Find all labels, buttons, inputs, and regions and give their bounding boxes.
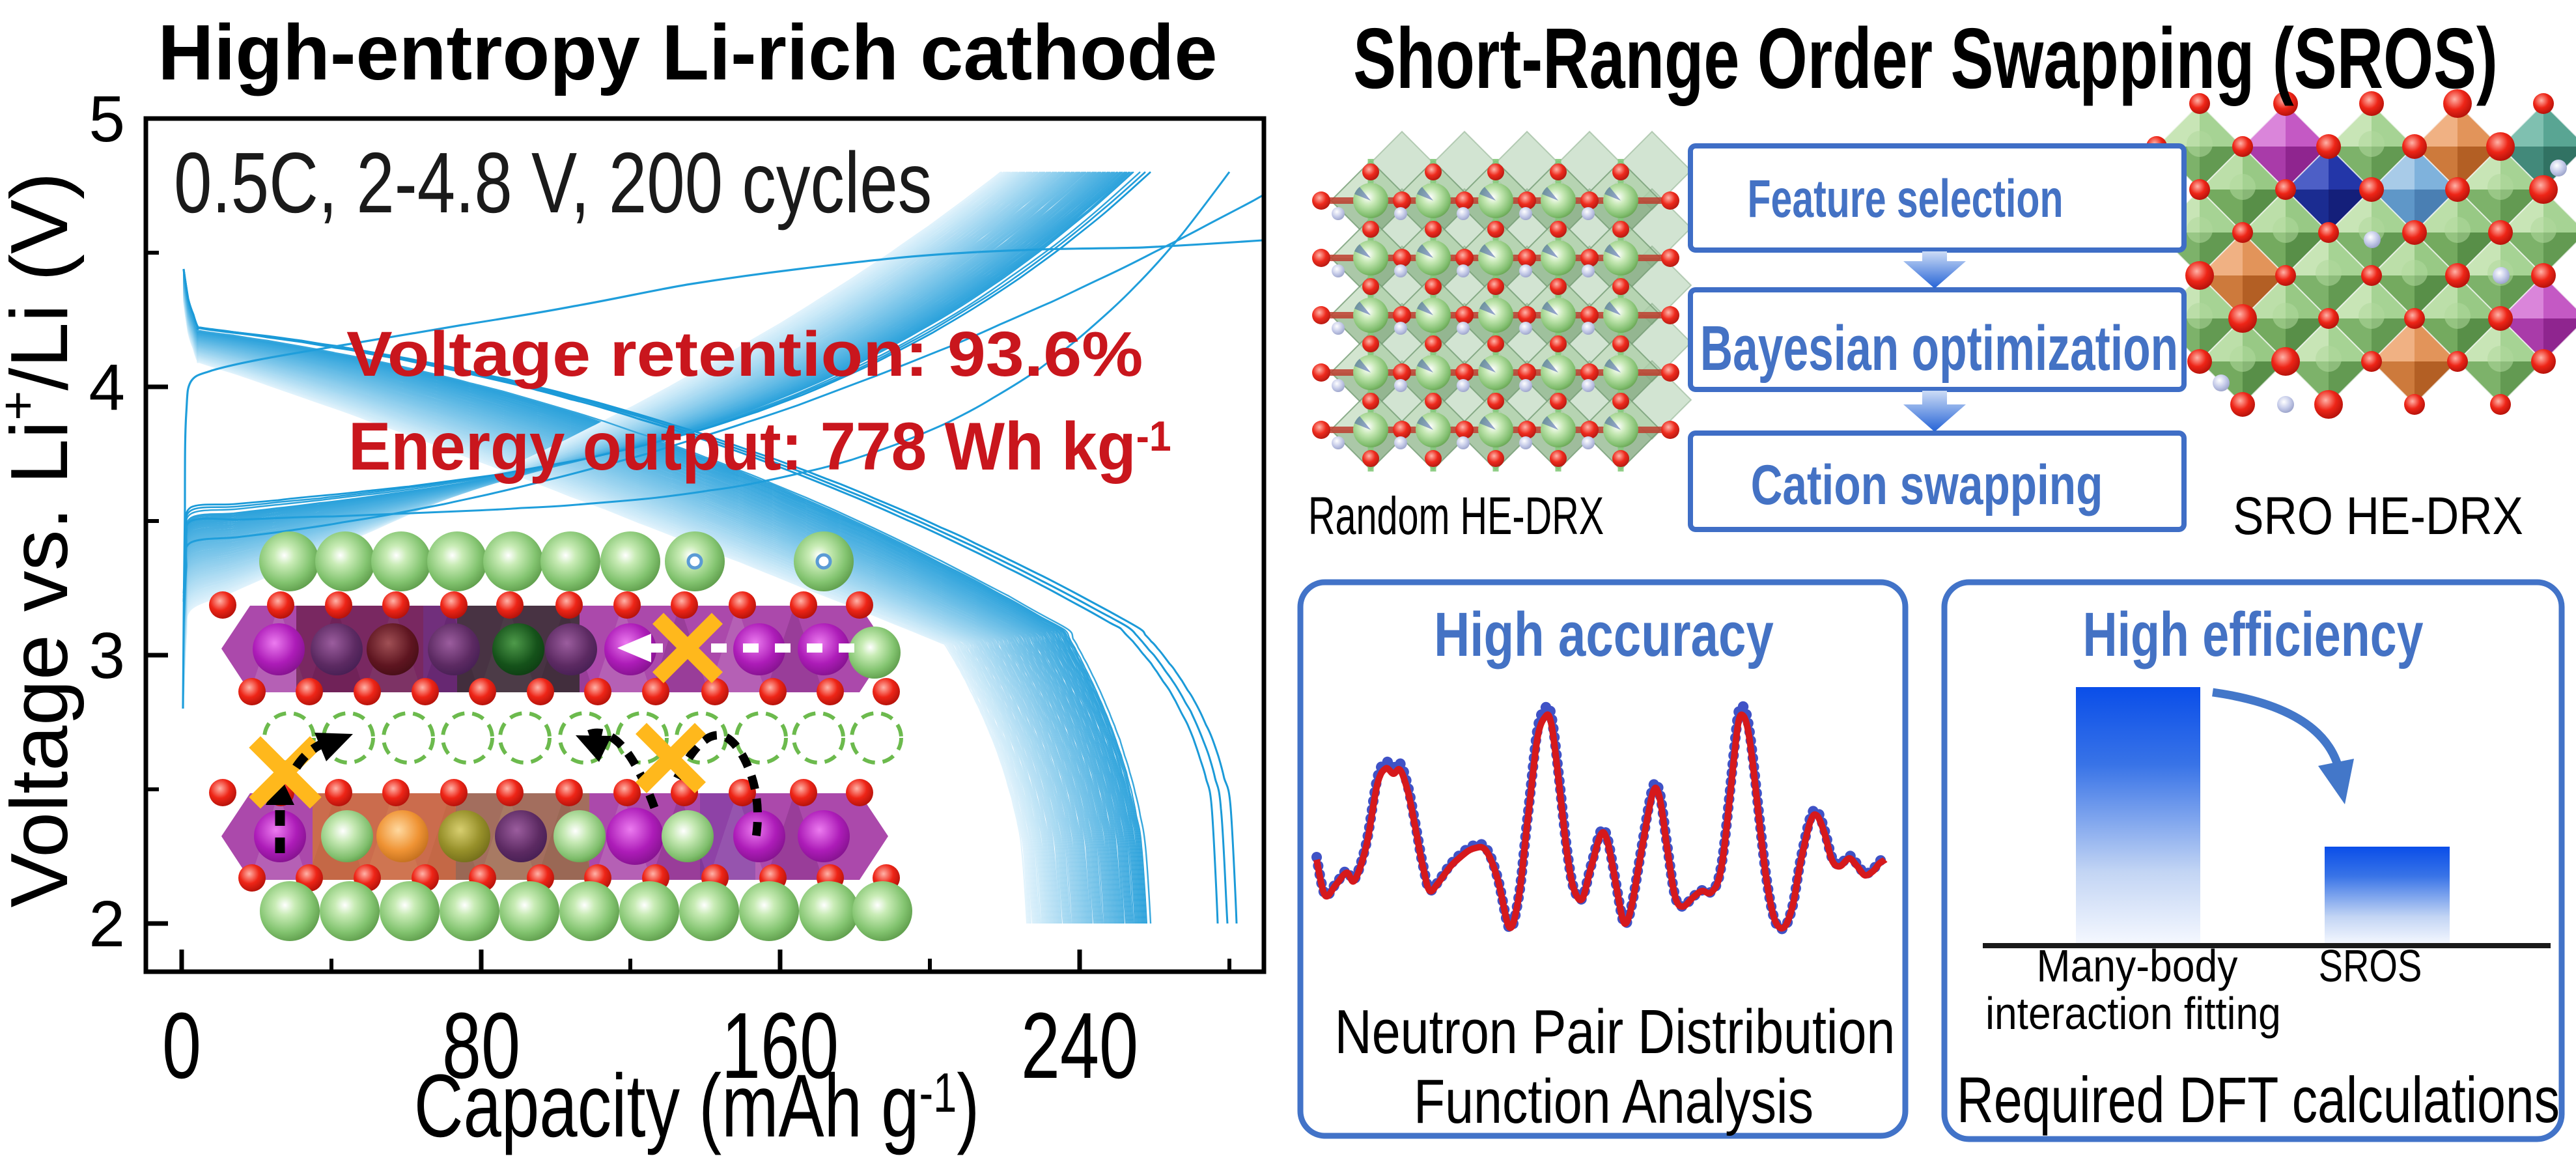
svg-text:Voltage vs. Li+/Li (V): Voltage vs. Li+/Li (V) xyxy=(0,172,85,907)
